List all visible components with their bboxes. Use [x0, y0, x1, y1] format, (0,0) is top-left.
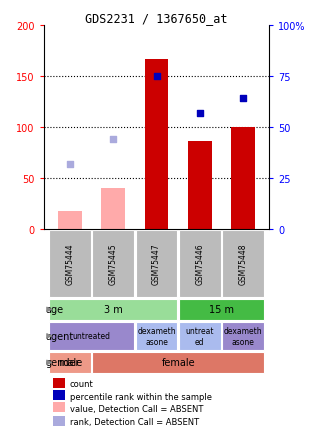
Text: untreat
ed: untreat ed [186, 326, 214, 346]
Bar [179, 322, 221, 350]
Point [241, 96, 246, 103]
Text: agent: agent [45, 331, 73, 341]
Bar [53, 402, 65, 412]
Bar [49, 299, 177, 320]
Bar [101, 189, 125, 230]
Bar [53, 390, 65, 400]
Bar [231, 128, 255, 230]
Bar [58, 211, 82, 230]
Point [197, 110, 202, 117]
Text: age: age [45, 305, 63, 315]
Bar [136, 231, 177, 297]
Bar [145, 59, 168, 230]
Text: dexameth
asone: dexameth asone [224, 326, 263, 346]
Bar [49, 352, 91, 373]
Text: untreated: untreated [73, 332, 110, 341]
Bar [92, 352, 264, 373]
Text: count: count [70, 379, 94, 388]
Bar [49, 231, 91, 297]
Text: gender: gender [45, 358, 80, 368]
Text: percentile rank within the sample: percentile rank within the sample [70, 391, 212, 401]
Bar [49, 322, 134, 350]
Bar [53, 416, 65, 426]
Bar [53, 378, 65, 388]
Text: dexameth
asone: dexameth asone [137, 326, 176, 346]
Bar [188, 142, 212, 230]
Bar [222, 231, 264, 297]
Bar [179, 231, 221, 297]
Text: GSM75446: GSM75446 [195, 243, 204, 285]
Text: 3 m: 3 m [104, 305, 122, 315]
Text: GSM75448: GSM75448 [239, 243, 248, 285]
Point [67, 161, 72, 168]
Text: male: male [58, 358, 82, 368]
Text: 15 m: 15 m [209, 305, 234, 315]
Text: female: female [162, 358, 195, 368]
Text: GSM75444: GSM75444 [65, 243, 74, 285]
Bar [136, 322, 177, 350]
Title: GDS2231 / 1367650_at: GDS2231 / 1367650_at [85, 12, 228, 25]
Bar [92, 231, 134, 297]
Point [154, 73, 159, 80]
Text: value, Detection Call = ABSENT: value, Detection Call = ABSENT [70, 404, 203, 413]
Text: GSM75447: GSM75447 [152, 243, 161, 285]
Bar [222, 322, 264, 350]
Text: GSM75445: GSM75445 [109, 243, 118, 285]
Point [111, 136, 116, 143]
Text: rank, Detection Call = ABSENT: rank, Detection Call = ABSENT [70, 418, 199, 426]
Bar [179, 299, 264, 320]
